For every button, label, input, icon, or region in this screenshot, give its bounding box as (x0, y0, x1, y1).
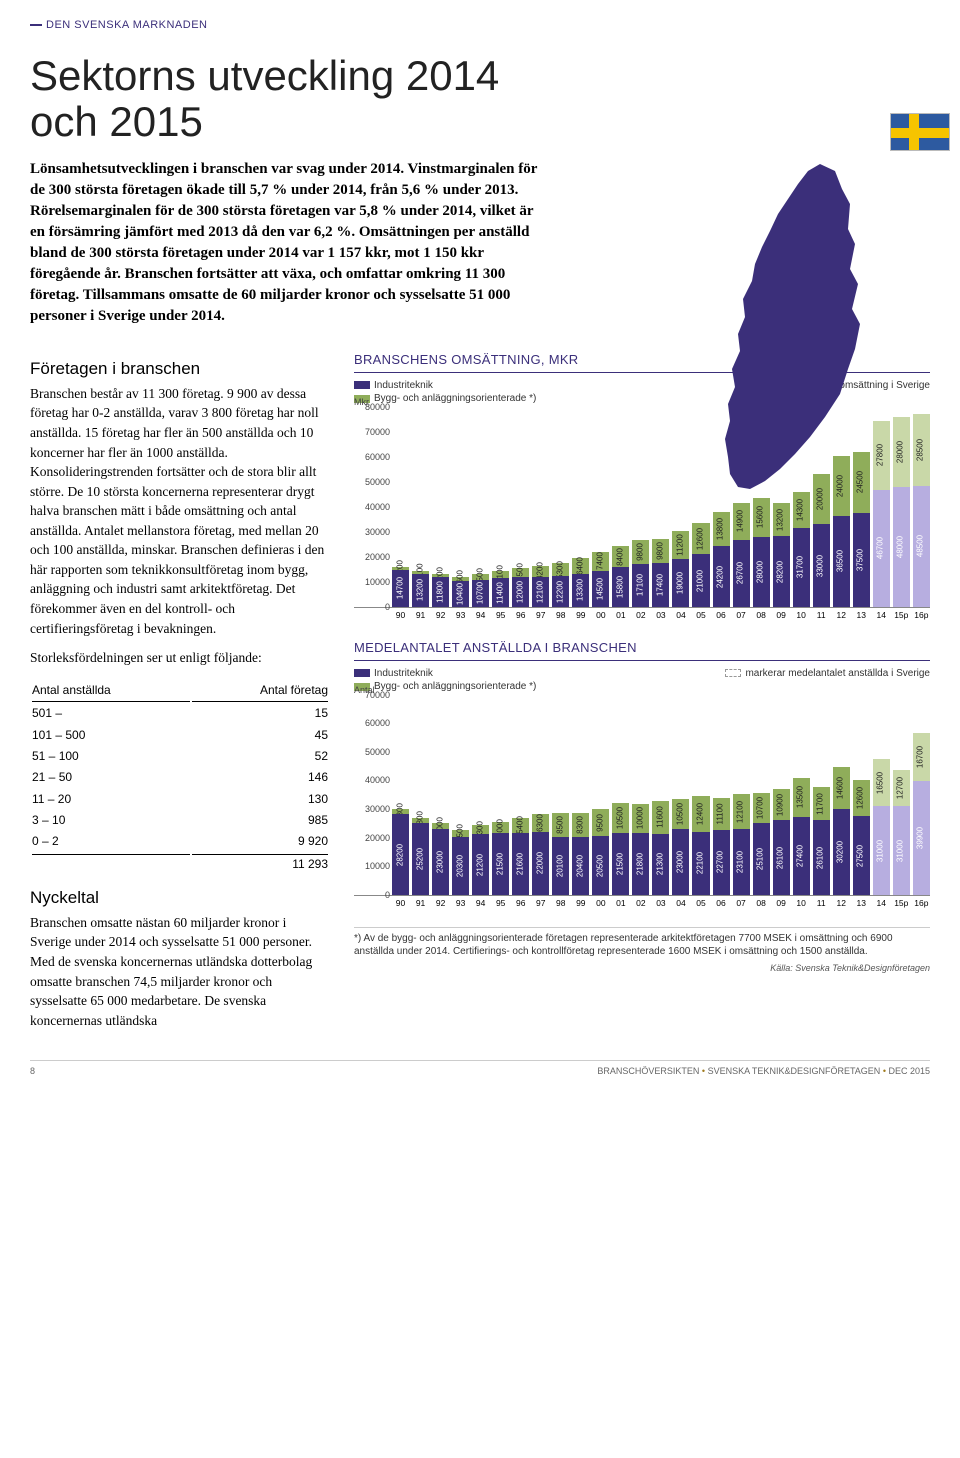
bar-col: 1050023000 (672, 696, 689, 895)
table-row: 51 – 10052 (32, 747, 328, 766)
size-distribution-table: Antal anställda Antal företag 501 –15 101… (30, 678, 330, 877)
bar-col: 110013200 (412, 408, 429, 607)
bar-col: 830020400 (572, 696, 589, 895)
subhead-nyckeltal: Nyckeltal (30, 886, 330, 911)
bar-col: 160010400 (452, 408, 469, 607)
bar-col: 850020100 (552, 696, 569, 895)
body-p3: Branschen omsatte nästan 60 miljarder kr… (30, 913, 330, 1030)
subhead-companies: Företagen i branschen (30, 357, 330, 382)
bar-col: 120011800 (432, 408, 449, 607)
bar-col: 1050021500 (612, 696, 629, 895)
table-row: 3 – 10985 (32, 811, 328, 830)
section-tag: DEN SVENSKA MARKNADEN (30, 18, 930, 33)
bar-col: 950020500 (592, 696, 609, 895)
bar-col: 180025200 (412, 696, 429, 895)
bar-col: 1240022100 (692, 696, 709, 895)
bar-col: 1350027400 (793, 696, 810, 895)
bar-col: 1160021300 (652, 696, 669, 895)
bar-col: 2780046700 (873, 408, 890, 607)
bar-col: 1270031000 (893, 696, 910, 895)
bar-col: 740014500 (592, 408, 609, 607)
bar-col: 1320028200 (773, 408, 790, 607)
bar-col: 1490026700 (733, 408, 750, 607)
bar-col: 330021200 (472, 696, 489, 895)
body-p2: Storleksfördelningen ser ut enligt följa… (30, 648, 330, 668)
bar-col: 2800048000 (893, 408, 910, 607)
left-column: Företagen i branschen Branschen består a… (30, 351, 330, 1040)
chart-source: Källa: Svenska Teknik&Designföretagen (354, 962, 930, 974)
page-footer: 8 BRANSCHÖVERSIKTEN • SVENSKA TEKNIK&DES… (30, 1060, 930, 1077)
th-companies: Antal företag (192, 680, 328, 702)
lead-paragraph: Lönsamhetsutvecklingen i branschen var s… (30, 159, 550, 327)
bar-col: 1670039900 (913, 696, 930, 895)
table-row: 0 – 29 920 (32, 832, 328, 851)
bar-col: 1460030200 (833, 696, 850, 895)
bar-col: 1430031700 (793, 408, 810, 607)
bar-col: 200023000 (432, 696, 449, 895)
page-title: Sektorns utveckling 2014 och 2015 (30, 53, 550, 145)
bar-col: 120014700 (392, 408, 409, 607)
sweden-flag-icon (890, 113, 950, 151)
th-employees: Antal anställda (32, 680, 190, 702)
right-column: BRANSCHENS OMSÄTTNING, MKR Industritekni… (354, 351, 930, 1040)
bar-col: 1260021000 (692, 408, 709, 607)
bar-col: 2850048500 (913, 408, 930, 607)
bar-col: 1090026100 (773, 696, 790, 895)
bar-col: 1170026100 (813, 696, 830, 895)
bar-col: 420012100 (532, 408, 549, 607)
bar-col: 250020300 (452, 696, 469, 895)
bar-col: 840015800 (612, 408, 629, 607)
bar-col: 310011400 (492, 408, 509, 607)
bar-col: 1380024200 (713, 408, 730, 607)
table-total: 11 293 (192, 854, 328, 874)
bar-col: 180028200 (392, 696, 409, 895)
table-row: 21 – 50146 (32, 768, 328, 787)
bar-col: 630022000 (532, 696, 549, 895)
bar-col: 250010700 (472, 408, 489, 607)
body-p1: Branschen består av 11 300 företag. 9 90… (30, 384, 330, 638)
bar-col: 1260027500 (853, 696, 870, 895)
bar-col: 2450037500 (853, 408, 870, 607)
bar-col: 1210023100 (733, 696, 750, 895)
bar-col: 980017100 (632, 408, 649, 607)
chart-footnote: *) Av de bygg- och anläggningsorienterad… (354, 927, 930, 958)
table-row: 11 – 20130 (32, 790, 328, 809)
bar-col: 350012000 (512, 408, 529, 607)
bar-col: 540021600 (512, 696, 529, 895)
bar-col: 640013300 (572, 408, 589, 607)
bar-col: 1650031000 (873, 696, 890, 895)
bar-col: 1110022700 (713, 696, 730, 895)
bar-col: 2400036500 (833, 408, 850, 607)
bar-col: 1120019000 (672, 408, 689, 607)
bar-col: 530012200 (552, 408, 569, 607)
table-row: 501 –15 (32, 704, 328, 723)
table-row: 101 – 50045 (32, 726, 328, 745)
chart-employees: MEDELANTALET ANSTÄLLDA I BRANSCHEN Indus… (354, 639, 930, 909)
chart2-legend-right: markerar medelantalet anställda i Sverig… (725, 667, 930, 694)
bar-col: 1070025100 (753, 696, 770, 895)
bar-col: 1000021800 (632, 696, 649, 895)
chart2-title: MEDELANTALET ANSTÄLLDA I BRANSCHEN (354, 639, 930, 661)
bar-col: 400021500 (492, 696, 509, 895)
page-number: 8 (30, 1065, 35, 1077)
bar-col: 980017400 (652, 408, 669, 607)
bar-col: 1560028000 (753, 408, 770, 607)
bar-col: 2000033000 (813, 408, 830, 607)
